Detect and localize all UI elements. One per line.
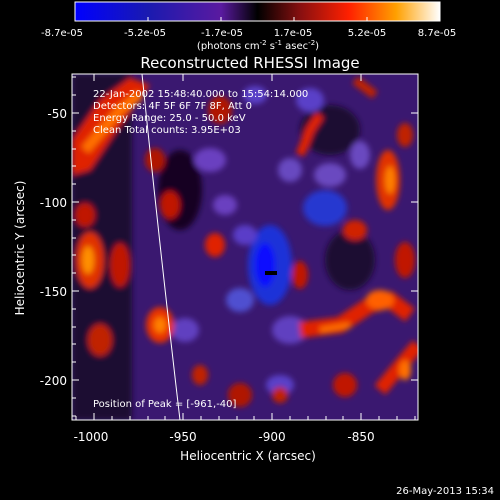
colorbar-tick: -5.2e-05 — [124, 28, 166, 39]
y-tick-label: -150 — [40, 285, 67, 299]
y-tick-label: -100 — [40, 196, 67, 210]
y-tick-label: -200 — [40, 374, 67, 388]
x-tick-label: -850 — [347, 430, 374, 444]
y-axis-label: Heliocentric Y (arcsec) — [13, 181, 27, 316]
solar-limb-line — [141, 74, 181, 420]
x-tick-label: -950 — [169, 430, 196, 444]
x-tick-label: -900 — [258, 430, 285, 444]
heatmap-image — [72, 74, 418, 420]
info-line: Energy Range: 25.0 - 50.0 keV — [93, 113, 246, 124]
y-ticks — [72, 76, 418, 417]
x-tick-label: -1000 — [74, 430, 109, 444]
colorbar-tick: 1.7e-05 — [274, 28, 312, 39]
colorbar-tick: 5.2e-05 — [348, 28, 386, 39]
y-tick-label: -50 — [47, 107, 67, 121]
x-ticks — [75, 74, 416, 420]
colorbar-tick: 8.7e-05 — [418, 28, 456, 39]
colorbar-tick: -8.7e-05 — [41, 28, 83, 39]
info-line: Detectors: 4F 5F 6F 7F 8F, Att 0 — [93, 101, 252, 112]
plot-title: Reconstructed RHESSI Image — [140, 54, 359, 72]
info-annotation: 22-Jan-2002 15:48:40.000 to 15:54:14.000… — [93, 89, 308, 136]
plot-frame — [71, 73, 419, 421]
peak-position-text: Position of Peak = [-961,-40] — [93, 399, 237, 410]
footer-timestamp: 26-May-2013 15:34 — [396, 486, 494, 497]
colorbar-tick: -1.7e-05 — [201, 28, 243, 39]
colorbar-units: (photons cm-2 s-1 asec-2) — [197, 39, 319, 52]
x-axis-label: Heliocentric X (arcsec) — [180, 449, 316, 463]
info-line: 22-Jan-2002 15:48:40.000 to 15:54:14.000 — [93, 89, 308, 100]
peak-marker — [265, 271, 277, 275]
info-line: Clean Total counts: 3.95E+03 — [93, 125, 241, 136]
colorbar: -8.7e-05 -5.2e-05 -1.7e-05 1.7e-05 5.2e-… — [41, 1, 456, 52]
